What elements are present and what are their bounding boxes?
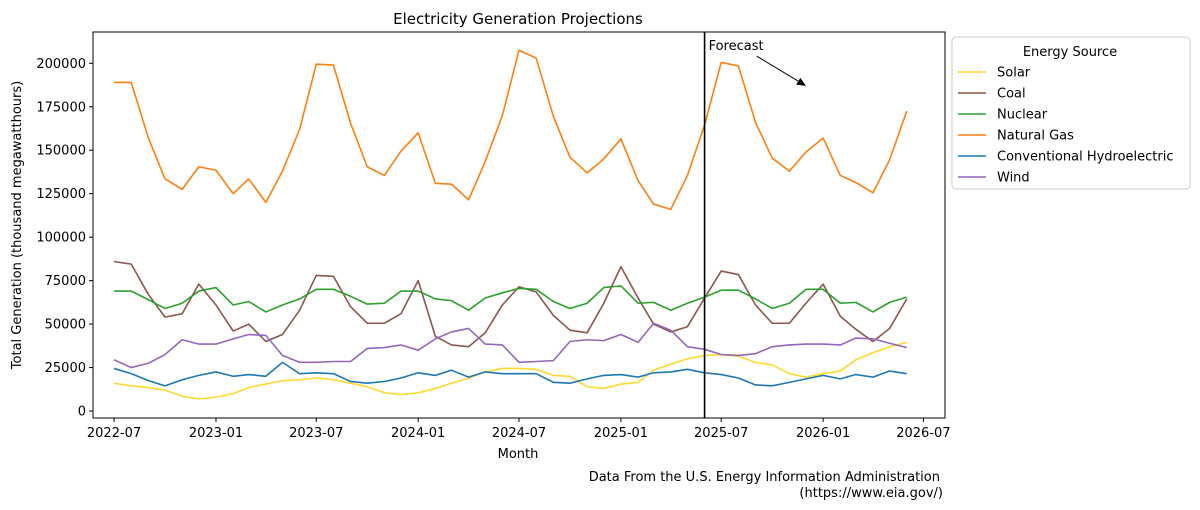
x-axis-label: Month: [498, 447, 539, 462]
y-tick-label: 0: [78, 405, 86, 420]
y-tick-label: 25000: [45, 361, 86, 376]
y-tick-label: 100000: [36, 231, 86, 246]
y-tick-label: 125000: [36, 187, 86, 202]
y-tick-label: 200000: [36, 57, 86, 72]
x-tick-label: 2023-07: [289, 426, 343, 441]
forecast-arrowhead: [796, 77, 806, 86]
x-tick-label: 2025-01: [594, 426, 648, 441]
forecast-annotation: Forecast: [709, 39, 764, 54]
x-tick-label: 2022-07: [87, 426, 141, 441]
series-line-conventional-hydroelectric: [113, 361, 907, 387]
legend: Energy Source Solar Coal Nuclear Natural Ga…: [951, 36, 1191, 190]
source-note-line-1: Data From the U.S. Energy Information Ad…: [589, 470, 940, 485]
x-tick-label: 2024-01: [391, 426, 445, 441]
legend-items: Solar Coal Nuclear Natural Gas Conventional …: [958, 66, 1174, 186]
x-tick-label: 2026-07: [896, 426, 950, 441]
forecast-arrow: [756, 55, 799, 82]
y-tick-label: 75000: [45, 274, 86, 289]
legend-label-natural-gas: Natural Gas: [997, 129, 1074, 144]
legend-label-wind: Wind: [997, 171, 1030, 186]
series-lines: [113, 49, 908, 400]
legend-title: Energy Source: [1023, 45, 1117, 60]
x-tick-label: 2026-01: [796, 426, 850, 441]
y-tick-label: 50000: [45, 318, 86, 333]
legend-label-coal: Coal: [997, 87, 1026, 102]
source-note-line-2: (https://www.eia.gov/): [799, 486, 943, 501]
series-line-natural-gas: [114, 49, 908, 211]
x-tick-label: 2024-07: [492, 426, 546, 441]
series-line-coal: [113, 260, 908, 348]
y-tick-label: 150000: [36, 144, 86, 159]
legend-label-nuclear: Nuclear: [997, 108, 1048, 123]
y-axis-label: Total Generation (thousand megawatthours…: [10, 81, 25, 370]
series-line-solar: [113, 341, 907, 400]
y-axis: 0 25000 50000 75000 100000 125000 150000 175000…: [36, 57, 93, 420]
y-tick-label: 175000: [36, 100, 86, 115]
series-line-nuclear: [114, 285, 908, 313]
plot-area: Forecast: [92, 31, 946, 419]
x-tick-label: 2025-07: [694, 426, 748, 441]
x-axis: 2022-07 2023-01 2023-07 2024-01 2024-07 2025-…: [87, 418, 951, 441]
series-line-wind: [113, 322, 907, 369]
plot-frame: [92, 31, 946, 419]
x-tick-label: 2023-01: [189, 426, 243, 441]
legend-label-conventional-hydroelectric: Conventional Hydroelectric: [997, 150, 1174, 165]
chart-title: Electricity Generation Projections: [393, 10, 643, 28]
legend-label-solar: Solar: [997, 66, 1031, 81]
legend-frame: [951, 36, 1191, 190]
